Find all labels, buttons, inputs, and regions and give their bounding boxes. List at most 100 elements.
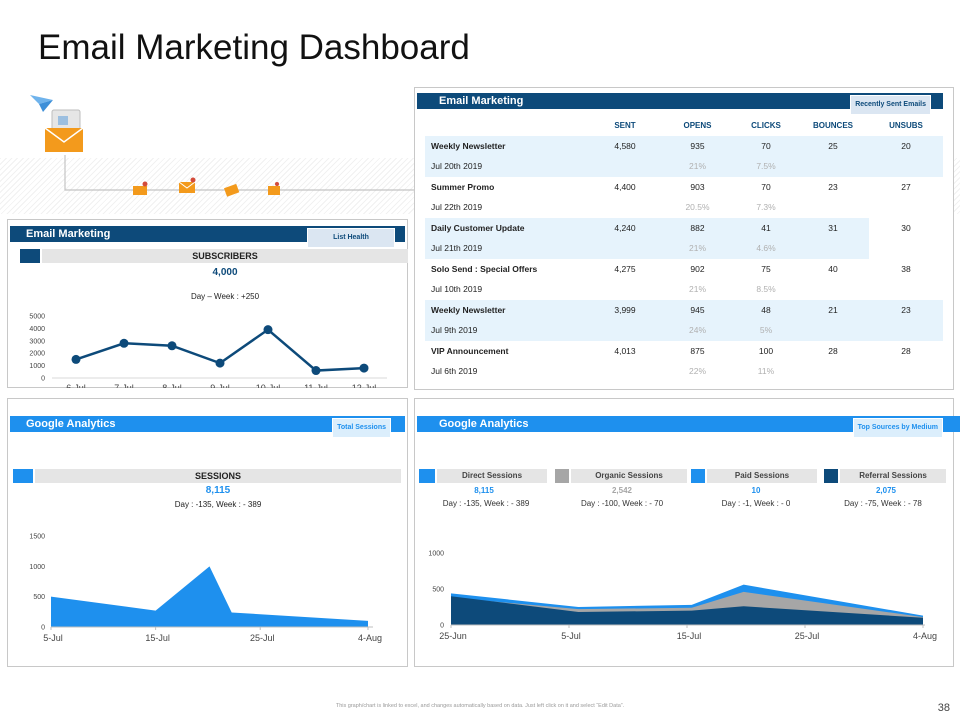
sent-value: 3,999 xyxy=(614,304,636,315)
opens-value: 935 xyxy=(690,140,705,151)
open-pct: 21% xyxy=(688,161,706,172)
subscribers-value: 4,000 xyxy=(212,267,238,278)
recently-sent-tag[interactable]: Recently Sent Emails xyxy=(850,95,931,115)
referral-label: Referral Sessions xyxy=(840,469,946,483)
col-unsubs: UNSUBS xyxy=(889,120,923,130)
clicks-value: 48 xyxy=(761,304,771,315)
click-pct: 8.5% xyxy=(756,284,776,295)
table-row[interactable]: Weekly Newsletter 3,999 945 48 21 23 xyxy=(425,299,943,320)
panel-title: Email Marketing xyxy=(439,95,524,107)
email-date: Jul 9th 2019 xyxy=(431,325,478,336)
emails-table: SENT OPENS CLICKS BOUNCES UNSUBS Weekly … xyxy=(425,115,943,382)
organic-value: 2,542 xyxy=(611,486,633,495)
clicks-value: 70 xyxy=(761,140,771,151)
x-tick-label: 10-Jul xyxy=(256,383,281,388)
col-opens: OPENS xyxy=(683,120,712,130)
envelope-icon-2 xyxy=(178,177,196,193)
sessions-swatch xyxy=(13,469,33,483)
referral-swatch xyxy=(824,469,838,483)
click-pct: 7.5% xyxy=(756,161,776,172)
sent-value: 4,400 xyxy=(614,181,636,192)
source-area-2 xyxy=(451,596,923,625)
unsubs-value: 20 xyxy=(901,140,911,151)
envelope-icon-1 xyxy=(133,181,148,195)
open-pct: 21% xyxy=(660,238,735,259)
envelope-icon-4 xyxy=(268,182,280,195)
sent-value: 4,275 xyxy=(614,263,636,274)
total-sessions-tag[interactable]: Total Sessions xyxy=(332,418,391,438)
table-row[interactable]: VIP Announcement 4,013 875 100 28 28 xyxy=(425,341,943,362)
sent-value: 4,013 xyxy=(614,345,636,356)
direct-value: 8,115 xyxy=(474,486,494,495)
data-point xyxy=(167,341,177,351)
table-row-sub: Jul 21th 2019 21% 4.6% xyxy=(425,238,943,259)
paper-plane-icon xyxy=(30,95,53,112)
opens-value: 945 xyxy=(690,304,705,315)
y-tick-label: 1000 xyxy=(428,551,444,558)
y-tick-label: 500 xyxy=(432,587,444,594)
envelope-icon-3 xyxy=(223,183,240,197)
bounces-value: 25 xyxy=(828,140,838,151)
panel-title: Email Marketing xyxy=(26,228,111,240)
x-tick-label: 15-Jul xyxy=(145,633,170,643)
email-date: Jul 10th 2019 xyxy=(431,284,483,295)
subscribers-label: SUBSCRIBERS xyxy=(42,249,408,263)
panel-header: Email Marketing Recently Sent Emails xyxy=(417,93,943,115)
y-tick-label: 4000 xyxy=(29,326,45,333)
panel-header: Email Marketing List Health xyxy=(10,226,405,248)
unsubs-value: 30 xyxy=(901,222,911,233)
clicks-value: 70 xyxy=(761,181,771,192)
page-title: Email Marketing Dashboard xyxy=(38,28,470,67)
sources-summary: Direct Sessions 8,115 Day : -135, Week :… xyxy=(419,469,947,517)
table-row[interactable]: Solo Send : Special Offers 4,275 902 75 … xyxy=(425,259,943,280)
x-tick-label: 15-Jul xyxy=(677,631,702,641)
email-name: Daily Customer Update xyxy=(425,217,590,238)
clicks-value: 75 xyxy=(761,263,771,274)
table-row-sub: Jul 20th 2019 21% 7.5% xyxy=(425,156,943,177)
email-date: Jul 22th 2019 xyxy=(431,202,483,213)
y-tick-label: 1000 xyxy=(29,363,45,370)
bounces-value: 23 xyxy=(828,181,838,192)
col-clicks: CLICKS xyxy=(751,120,781,130)
email-name: Solo Send : Special Offers xyxy=(431,263,538,274)
x-tick-label: 11-Jul xyxy=(304,383,328,388)
data-point xyxy=(359,363,369,373)
data-point xyxy=(263,325,273,335)
unsubs-value: 38 xyxy=(901,263,911,274)
table-row[interactable]: Weekly Newsletter 4,580 935 70 25 20 xyxy=(425,135,943,156)
data-point xyxy=(215,358,225,368)
subscribers-swatch xyxy=(20,249,40,263)
y-tick-label: 0 xyxy=(41,376,45,383)
table-header-row: SENT OPENS CLICKS BOUNCES UNSUBS xyxy=(425,115,943,136)
sources-area-chart: 1000 500 025-Jun 5-Jul 15-Jul 25-Jul 4-Aug xyxy=(428,551,937,642)
direct-label: Direct Sessions xyxy=(437,469,547,483)
click-pct: 4.6% xyxy=(735,238,797,259)
referral-delta: Day : -75, Week : - 78 xyxy=(844,499,922,508)
y-tick-label: 5000 xyxy=(29,314,45,321)
x-tick-label: 25-Jul xyxy=(250,633,275,643)
table-row[interactable]: Daily Customer Update 4,240 882 41 31 30 xyxy=(425,217,943,238)
x-tick-label: 8-Jul xyxy=(162,383,182,388)
data-point xyxy=(71,354,81,364)
subscribers-line-chart: 5000 4000 3000 2000 1000 0 6-Jul 7-Jul 8-Jul 9-Ju… xyxy=(29,314,387,388)
click-pct: 11% xyxy=(757,366,775,377)
top-sources-tag[interactable]: Top Sources by Medium xyxy=(852,418,943,438)
panel-title: Google Analytics xyxy=(439,418,529,430)
organic-delta: Day : -100, Week : - 70 xyxy=(580,499,664,508)
x-tick-label: 4-Aug xyxy=(358,633,382,643)
open-pct: 24% xyxy=(688,325,706,336)
page-number: 38 xyxy=(937,702,950,714)
recent-emails-panel: Email Marketing Recently Sent Emails SEN… xyxy=(414,87,954,390)
clicks-value: 100 xyxy=(758,345,774,356)
opens-value: 903 xyxy=(690,181,705,192)
opens-value: 902 xyxy=(690,263,705,274)
footer-note: This graph/chart is linked to excel, and… xyxy=(335,703,625,709)
table-row-sub: Jul 10th 2019 21% 8.5% xyxy=(425,279,943,300)
direct-swatch xyxy=(419,469,435,483)
unsubs-value: 23 xyxy=(901,304,911,315)
opens-value: 875 xyxy=(690,345,705,356)
table-row[interactable]: Summer Promo 4,400 903 70 23 27 xyxy=(425,177,943,198)
x-tick-label: 25-Jul xyxy=(795,631,820,641)
unsubs-value: 27 xyxy=(901,181,911,192)
list-health-tag[interactable]: List Health xyxy=(307,228,395,248)
